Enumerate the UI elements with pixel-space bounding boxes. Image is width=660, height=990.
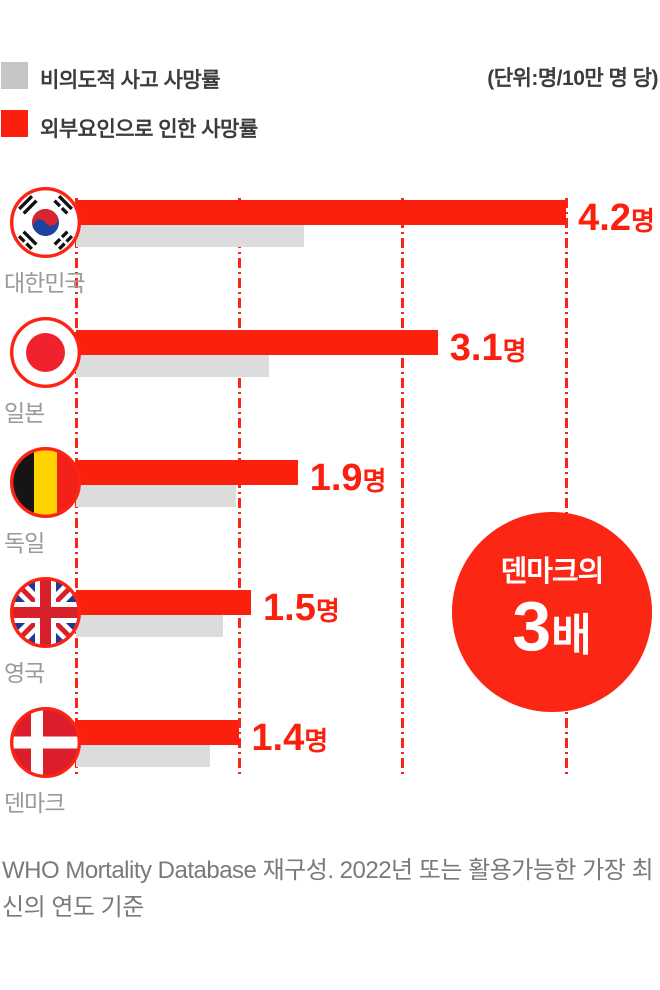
flag-gb-icon: [9, 576, 82, 649]
bar-external-kr: [76, 200, 567, 225]
legend-swatch-external: [1, 110, 28, 137]
flag-dk-icon: [9, 706, 82, 779]
country-label-gb: 영국: [4, 660, 45, 686]
source-note: WHO Mortality Database 재구성. 2022년 또는 활용가…: [2, 857, 654, 922]
value-suffix: 명: [304, 726, 329, 756]
flag-be-icon: [9, 446, 82, 519]
value-label-dk: 1.4명: [251, 718, 328, 758]
flag-jp-icon: [9, 316, 82, 389]
country-label-jp: 일본: [4, 400, 45, 426]
value-number: 4.2: [578, 197, 631, 239]
badge-value: 3: [512, 587, 552, 665]
value-suffix: 명: [502, 336, 527, 366]
gridline-4.2: [564, 198, 568, 776]
bar-external-jp: [76, 330, 438, 355]
value-suffix: 명: [630, 206, 655, 236]
value-label-kr: 4.2명: [578, 198, 655, 238]
bar-unintentional-gb: [76, 615, 224, 637]
value-suffix: 명: [315, 596, 340, 626]
badge-line2: 3배: [512, 591, 592, 676]
value-number: 1.5: [263, 587, 316, 629]
annotation-badge: 덴마크의 3배: [452, 512, 652, 712]
bar-external-dk: [76, 720, 240, 745]
value-suffix: 명: [362, 466, 387, 496]
value-number: 1.4: [251, 717, 305, 759]
bar-external-be: [76, 460, 298, 485]
bar-unintentional-dk: [76, 745, 211, 767]
country-label-be: 독일: [4, 530, 45, 556]
value-number: 1.9: [309, 457, 363, 499]
bar-unintentional-be: [76, 485, 236, 507]
legend-label-external: 외부요인으로 인한 사망률: [40, 118, 258, 141]
country-label-kr: 대한민국: [4, 270, 86, 296]
unit-label: (단위:명/10만 명 당): [487, 67, 658, 90]
legend-label-unintentional: 비의도적 사고 사망률: [40, 69, 221, 92]
country-label-dk: 덴마크: [4, 790, 65, 816]
value-label-be: 1.9명: [310, 458, 387, 498]
bar-unintentional-jp: [76, 355, 269, 377]
flag-kr-icon: [9, 186, 82, 259]
value-label-jp: 3.1명: [450, 328, 527, 368]
value-label-gb: 1.5명: [263, 588, 340, 628]
badge-suffix: 배: [551, 611, 592, 660]
legend-swatch-unintentional: [1, 62, 28, 89]
gridline-1.4: [237, 198, 241, 776]
bar-external-gb: [76, 590, 252, 615]
value-number: 3.1: [449, 327, 503, 369]
bar-unintentional-kr: [76, 225, 304, 247]
badge-line1: 덴마크의: [500, 556, 605, 588]
gridline-2.8: [401, 198, 405, 776]
